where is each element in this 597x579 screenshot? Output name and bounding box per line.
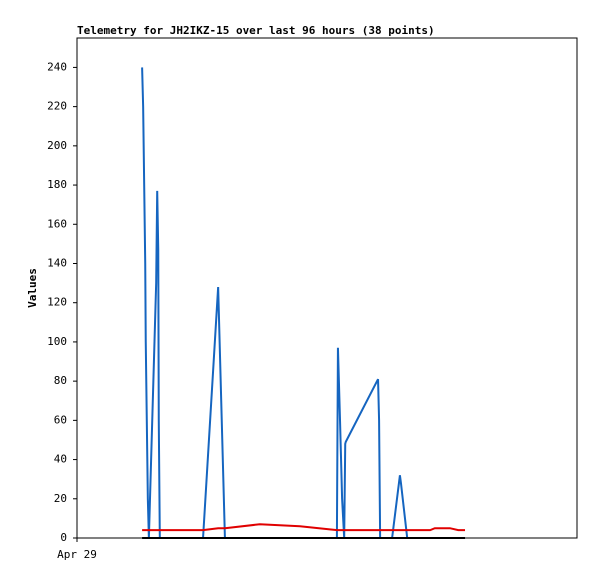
y-tick-label: 40 [54, 453, 67, 466]
y-tick-label: 20 [54, 492, 67, 505]
y-tick-label: 240 [47, 60, 67, 73]
y-tick-label: 60 [54, 413, 67, 426]
series-line [141, 67, 466, 539]
y-tick-label: 160 [47, 217, 67, 230]
x-tick-label: Apr 29 [57, 548, 97, 561]
y-tick-label: 200 [47, 139, 67, 152]
y-tick-label: 220 [47, 100, 67, 113]
y-axis-label: Values [26, 268, 39, 308]
series-line [142, 523, 466, 532]
y-tick-label: 180 [47, 178, 67, 191]
y-tick-label: 140 [47, 256, 67, 269]
y-tick-label: 100 [47, 335, 67, 348]
chart-title: Telemetry for JH2IKZ-15 over last 96 hou… [77, 24, 435, 37]
y-tick-label: 0 [60, 531, 67, 544]
y-tick-label: 80 [54, 374, 67, 387]
y-tick-label: 120 [47, 296, 67, 309]
